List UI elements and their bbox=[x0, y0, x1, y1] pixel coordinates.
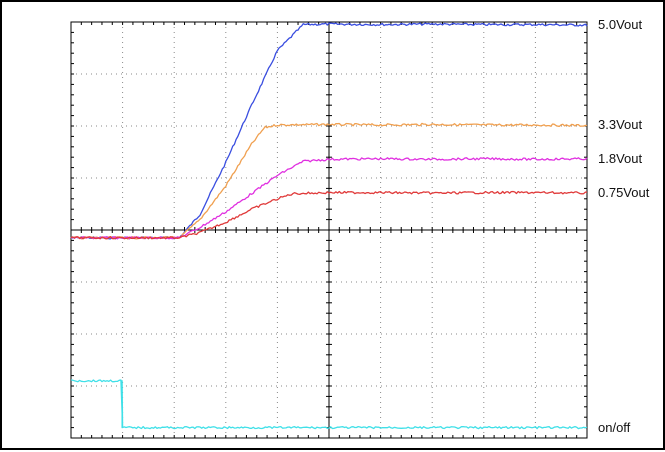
trace-0-75vout bbox=[70, 190, 588, 240]
trace-on-off bbox=[70, 379, 588, 430]
series-label: 3.3Vout bbox=[598, 117, 643, 133]
series-label: 5.0Vout bbox=[598, 17, 643, 33]
series-label: 0.75Vout bbox=[598, 185, 650, 201]
series-label: 1.8Vout bbox=[598, 150, 643, 166]
series-label: on/off bbox=[598, 419, 631, 435]
